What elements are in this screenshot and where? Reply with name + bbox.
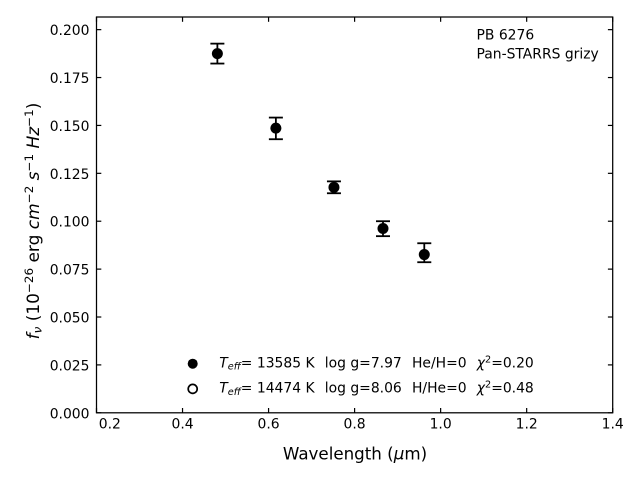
y-axis-label: fν (10−26 erg cm−2 s−1 Hz−1): [22, 103, 45, 340]
annotation-line: PB 6276: [477, 27, 535, 43]
y-tick-label: 0.000: [50, 406, 90, 422]
legend-marker-open-circle: [187, 383, 199, 395]
data-point-group: [375, 220, 390, 238]
y-tick-label: 0.175: [50, 71, 90, 87]
x-tick-label: 0.6: [258, 417, 280, 433]
data-point-group: [210, 42, 225, 65]
annotation-line: Pan-STARRS grizy: [477, 46, 599, 62]
data-point: [328, 181, 340, 193]
y-tick-label: 0.025: [50, 358, 90, 374]
x-tick-label: 1.0: [430, 417, 452, 433]
y-tick-label: 0.150: [50, 119, 90, 135]
x-tick-label: 1.2: [516, 417, 538, 433]
x-tick-label: 0.8: [344, 417, 366, 433]
x-axis-label: Wavelength (μm): [283, 444, 427, 464]
legend-label: Teff= 14474 K log g=8.06 H/He=0 χ2=0.48: [219, 380, 533, 398]
legend-label: Teff= 13585 K log g=7.97 He/H=0 χ2=0.20: [219, 354, 533, 372]
y-tick-label: 0.200: [50, 23, 90, 39]
data-point-group: [417, 242, 432, 264]
x-tick-label: 0.4: [171, 417, 193, 433]
y-tick-label: 0.075: [50, 263, 90, 279]
y-tick-label: 0.125: [50, 167, 90, 183]
x-tick-label: 1.4: [602, 417, 624, 433]
data-point-group: [326, 180, 341, 195]
data-point: [270, 122, 282, 134]
y-tick-label: 0.050: [50, 311, 90, 327]
data-point: [418, 249, 430, 261]
legend-marker-filled-circle: [187, 358, 198, 369]
data-point-group: [268, 116, 283, 141]
x-tick-label: 0.2: [99, 417, 121, 433]
y-tick-label: 0.100: [50, 215, 90, 231]
data-point: [211, 48, 223, 60]
data-point: [377, 223, 389, 235]
